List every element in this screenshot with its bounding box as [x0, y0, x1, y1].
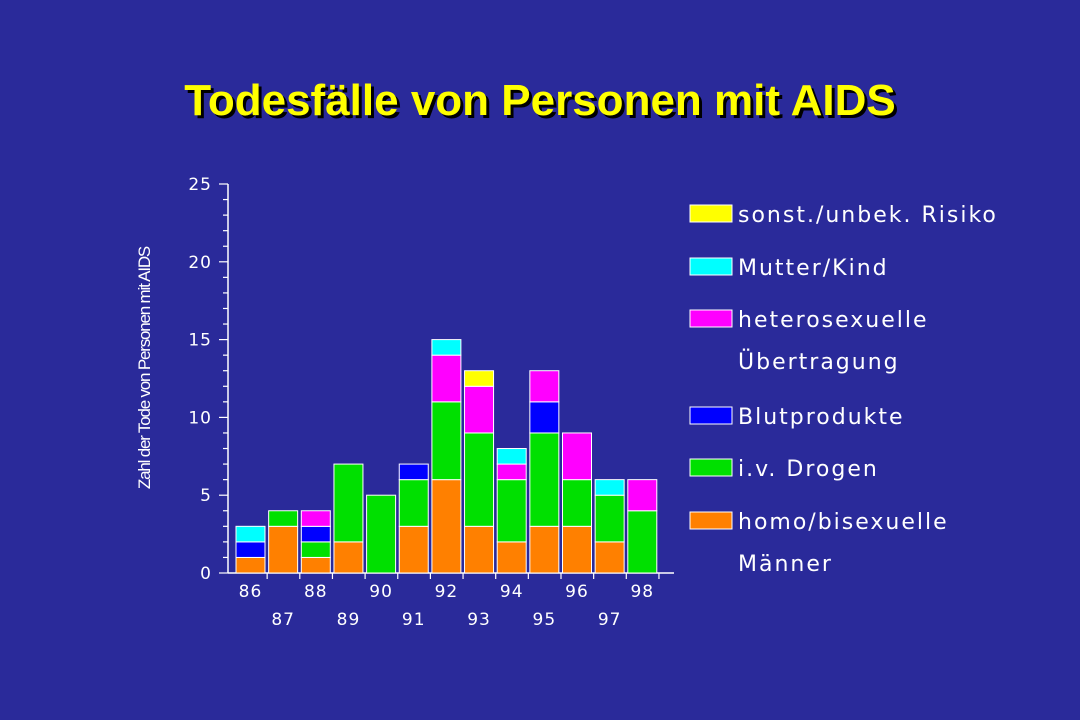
x-tick-label: 91 [402, 610, 426, 630]
legend-label: homo/bisexuelle [738, 510, 949, 535]
bar-segment [496, 448, 527, 465]
legend-swatch [689, 257, 733, 276]
y-tick-label: 20 [188, 253, 212, 273]
legend-label: heterosexuelle [738, 308, 929, 333]
bar-segment [529, 370, 560, 403]
y-tick-label: 15 [188, 331, 212, 351]
bar-segment [496, 541, 527, 574]
legend-swatch [689, 511, 733, 530]
bar-segment [627, 479, 658, 512]
bar-segment [562, 479, 592, 527]
bar-segment [235, 541, 266, 558]
legend-swatch [689, 204, 733, 223]
bar-segment [562, 432, 592, 481]
bar-segment [464, 432, 495, 527]
bar-segment [529, 525, 560, 574]
x-tick-label: 86 [239, 582, 263, 602]
legend-label: Übertragung [738, 349, 900, 375]
x-tick-label: 88 [304, 582, 328, 602]
bar-segment [594, 541, 625, 574]
x-tick-label: 90 [369, 582, 393, 602]
x-tick-label: 95 [533, 610, 557, 630]
bar-segment [431, 354, 462, 403]
bar-segment [464, 385, 495, 434]
legend-label: Männer [738, 552, 833, 577]
bar-segment [300, 510, 331, 527]
bar-segment [562, 525, 592, 574]
x-tick-label: 96 [565, 582, 589, 602]
x-tick-label: 87 [271, 610, 295, 630]
x-tick-label: 89 [337, 610, 361, 630]
bar-segment [300, 556, 331, 574]
legend-label: sonst./unbek. Risiko [738, 203, 998, 228]
y-tick-label: 10 [188, 408, 212, 428]
bar-segment [594, 494, 625, 543]
bar-segment [268, 525, 299, 574]
bar-segment [431, 401, 462, 481]
legend-label: Mutter/Kind [738, 256, 889, 281]
bar-segment [398, 479, 429, 527]
bar-segment [464, 370, 495, 387]
y-tick-label: 0 [200, 564, 212, 584]
legend-swatch [689, 309, 733, 328]
bar-segment [366, 494, 397, 574]
x-tick-label: 98 [630, 582, 654, 602]
bar-segment [627, 510, 658, 574]
bar-segment [529, 432, 560, 527]
bar-segment [496, 479, 527, 543]
legend-swatch [689, 406, 733, 425]
legend: sonst./unbek. Risiko Mutter/Kind heterosex… [689, 203, 998, 577]
bar-segment [398, 525, 429, 574]
x-tick-label: 94 [500, 582, 524, 602]
bar-segment [333, 541, 364, 574]
y-axis-label: Zahl der Tode von Personen mit AIDS [135, 246, 154, 489]
x-tick-label: 97 [598, 610, 622, 630]
bar-segment [529, 401, 560, 434]
bar-segment [235, 525, 266, 543]
bar-segment [594, 479, 625, 496]
bar-segment [431, 339, 462, 356]
x-tick-label: 92 [435, 582, 459, 602]
legend-label: i.v. Drogen [738, 457, 879, 482]
bar-segment [333, 463, 364, 543]
bars [235, 339, 658, 574]
x-tick-label: 93 [467, 610, 491, 630]
bar-segment [398, 463, 429, 481]
y-tick-label: 25 [188, 175, 212, 195]
bar-segment [268, 510, 299, 527]
bar-segment [300, 525, 331, 543]
chart-title: Todesfälle von Personen mit AIDS [184, 76, 896, 125]
bar-segment [235, 556, 266, 574]
bar-segment [496, 463, 527, 481]
legend-label: Blutprodukte [738, 405, 905, 430]
x-axis: 86 87 88 89 90 91 92 93 94 95 96 97 98 [228, 572, 674, 630]
bar-segment [464, 525, 495, 574]
bar-segment [431, 479, 462, 574]
y-tick-label: 5 [200, 486, 212, 506]
bar-segment [300, 541, 331, 558]
y-axis: 0 5 10 15 20 25 [188, 175, 229, 584]
legend-swatch [689, 458, 733, 477]
